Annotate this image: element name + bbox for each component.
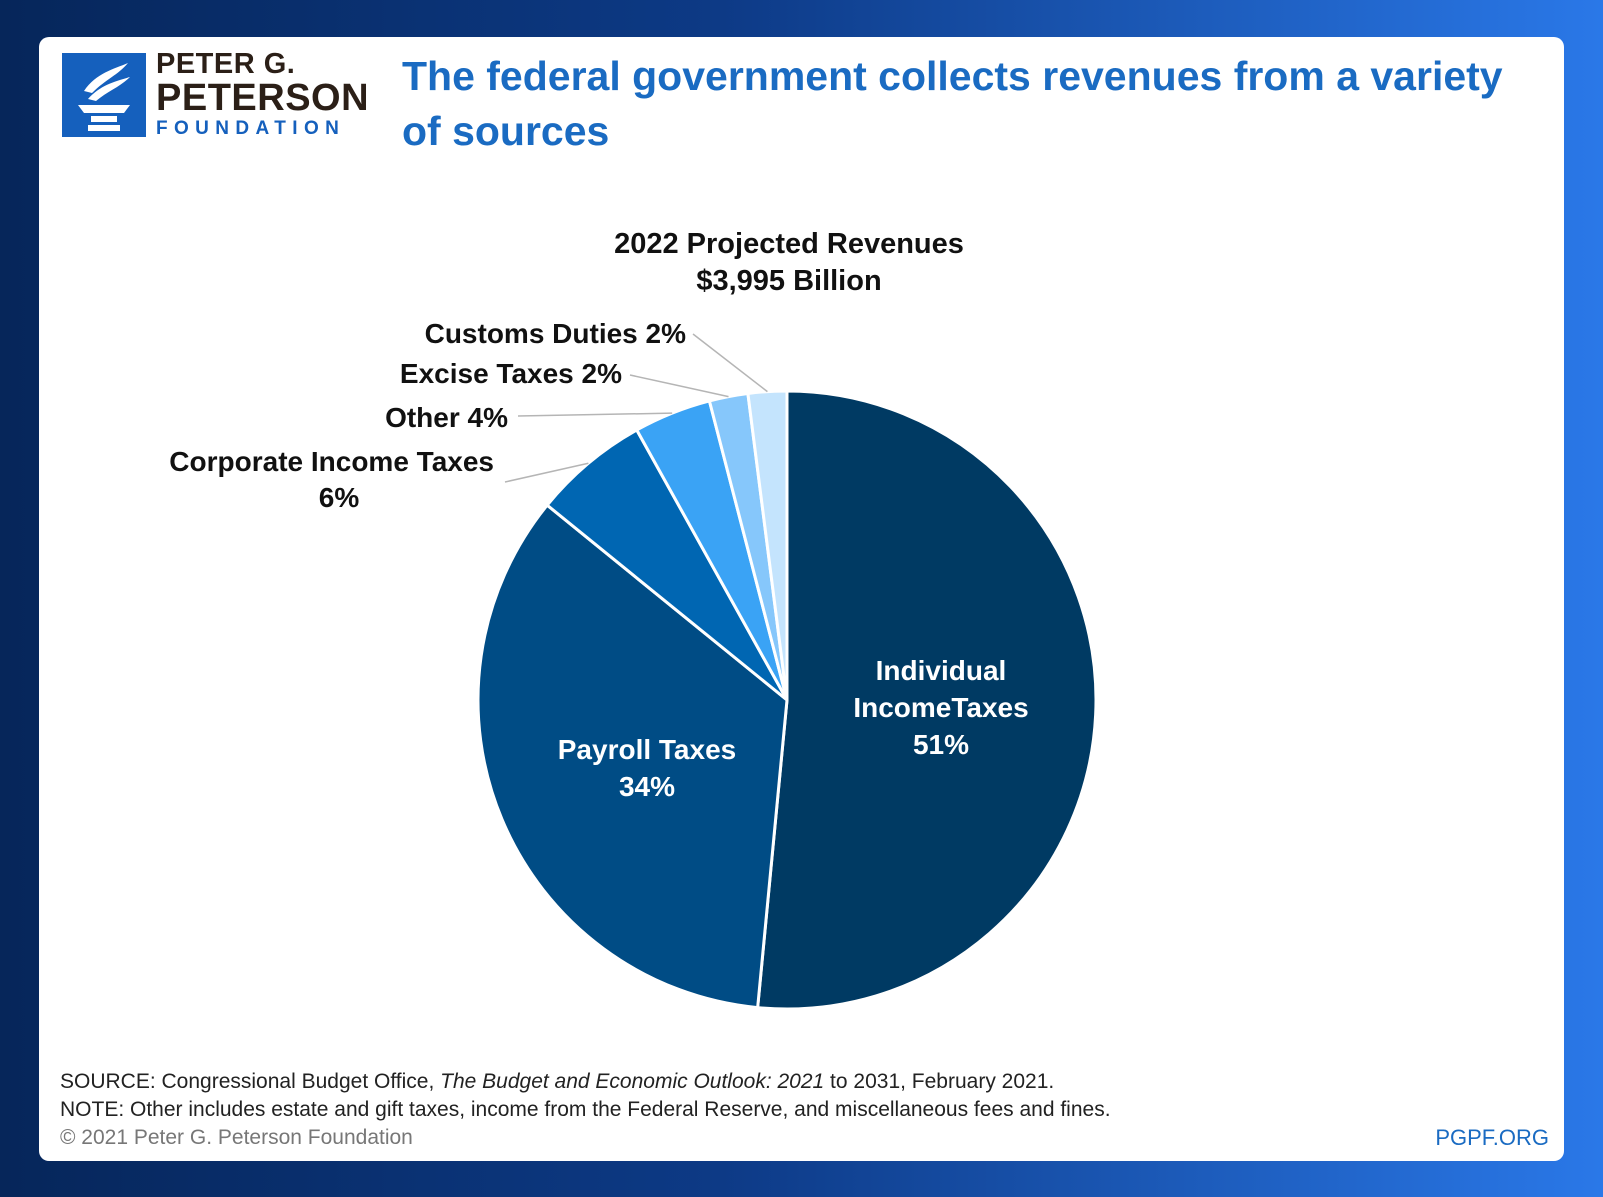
source-prefix: SOURCE: Congressional Budget Office, — [60, 1070, 441, 1093]
leader-line-other — [517, 412, 673, 417]
site-link[interactable]: PGPF.ORG — [1435, 1125, 1549, 1150]
footer: SOURCE: Congressional Budget Office, The… — [60, 1068, 1111, 1152]
pie-slice-individual-incometaxes — [756, 389, 1098, 1011]
logo-line-2: PETERSON — [156, 77, 370, 119]
logo-line-3: FOUNDATION — [156, 118, 346, 139]
logo-line-1: PETER G. — [156, 48, 296, 80]
slice-label-individual-incometaxes-line-0: Individual — [876, 655, 1007, 686]
pie-slice-payroll-taxes — [476, 503, 789, 1010]
slice-label-customs-duties: Customs Duties 2% — [425, 318, 686, 349]
slice-label-individual-incometaxes-pct: 51% — [913, 729, 969, 760]
slice-label-payroll-taxes-pct: 34% — [619, 771, 675, 802]
chart-title: 2022 Projected Revenues — [614, 228, 964, 260]
torch-logo-icon — [62, 53, 146, 137]
headline: The federal government collects revenues… — [402, 53, 1503, 154]
leader-line-corporate-income-taxes — [504, 462, 589, 483]
foundation-logo-text: PETER G. PETERSON FOUNDATION — [156, 49, 369, 141]
leader-line-excise-taxes — [629, 374, 729, 398]
chart-card: PETER G. PETERSON FOUNDATION The federal… — [39, 37, 1564, 1161]
slice-label-excise-taxes: Excise Taxes 2% — [400, 358, 622, 389]
source-line: SOURCE: Congressional Budget Office, The… — [60, 1068, 1111, 1096]
pie-chart: 2022 Projected Revenues $3,995 Billion I… — [169, 228, 1098, 1011]
slice-label-corporate-income-taxes: Corporate Income Taxes — [169, 446, 494, 477]
source-title: The Budget and Economic Outlook: 2021 — [440, 1070, 825, 1093]
source-suffix: to 2031, February 2021. — [824, 1070, 1055, 1093]
slice-label-payroll-taxes-line-0: Payroll Taxes — [558, 734, 736, 765]
pie-slice-corporate-income-taxes — [545, 428, 789, 702]
copyright: © 2021 Peter G. Peterson Foundation — [60, 1126, 413, 1149]
leader-line-customs-duties — [692, 333, 768, 393]
slice-label-corporate-income-taxes-pct: 6% — [319, 482, 360, 513]
slice-label-individual-incometaxes-line-1: IncomeTaxes — [853, 692, 1028, 723]
slice-label-other: Other 4% — [385, 402, 508, 433]
note-line: NOTE: Other includes estate and gift tax… — [60, 1098, 1111, 1121]
chart-subtitle: $3,995 Billion — [696, 265, 881, 297]
